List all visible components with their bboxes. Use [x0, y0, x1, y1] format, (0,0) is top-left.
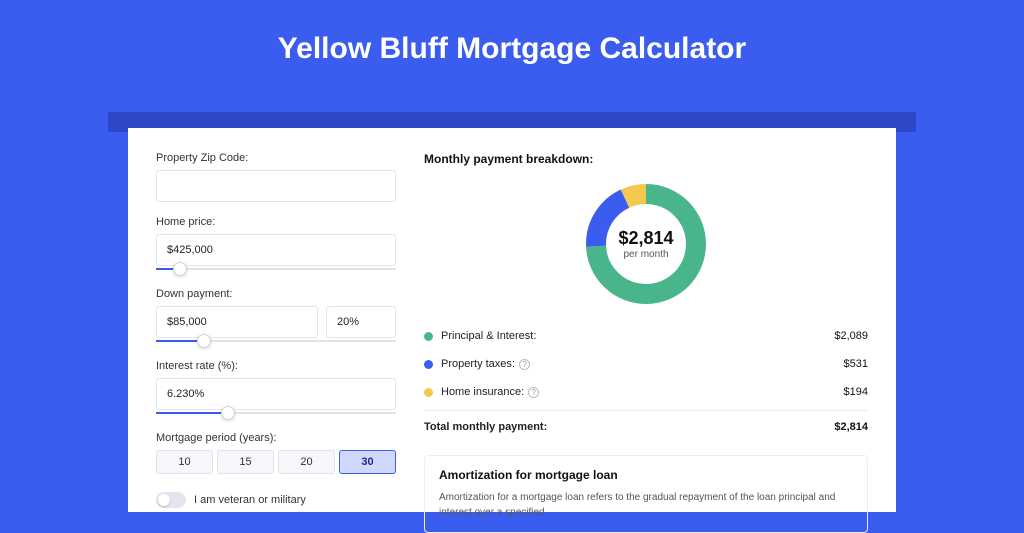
legend-dot-principal — [424, 332, 433, 341]
interest-input[interactable] — [156, 378, 396, 410]
down-payment-pct-input[interactable] — [326, 306, 396, 338]
legend-value-total: $2,814 — [834, 421, 868, 433]
legend-row-insurance: Home insurance: ? $194 — [424, 378, 868, 406]
veteran-label: I am veteran or military — [194, 494, 306, 506]
legend-row-taxes: Property taxes: ? $531 — [424, 350, 868, 378]
interest-slider[interactable] — [156, 408, 396, 418]
donut-center: $2,814 per month — [582, 180, 710, 308]
slider-thumb[interactable] — [221, 406, 235, 420]
legend-label-total: Total monthly payment: — [424, 421, 834, 433]
down-payment-input[interactable] — [156, 306, 318, 338]
zip-field-group: Property Zip Code: — [156, 152, 396, 202]
amortization-body: Amortization for a mortgage loan refers … — [439, 490, 853, 520]
period-field-group: Mortgage period (years): 10 15 20 30 — [156, 432, 396, 474]
legend-value-taxes: $531 — [844, 358, 868, 370]
down-payment-slider[interactable] — [156, 336, 396, 346]
breakdown-title: Monthly payment breakdown: — [424, 152, 868, 166]
form-column: Property Zip Code: Home price: Down paym… — [156, 152, 396, 512]
legend-row-principal: Principal & Interest: $2,089 — [424, 322, 868, 350]
slider-thumb[interactable] — [173, 262, 187, 276]
home-price-label: Home price: — [156, 216, 396, 228]
period-option-15[interactable]: 15 — [217, 450, 274, 474]
legend-row-total: Total monthly payment: $2,814 — [424, 410, 868, 441]
period-label: Mortgage period (years): — [156, 432, 396, 444]
home-price-field-group: Home price: — [156, 216, 396, 274]
donut-chart: $2,814 per month — [582, 180, 710, 308]
page-title: Yellow Bluff Mortgage Calculator — [0, 0, 1024, 86]
amortization-card: Amortization for mortgage loan Amortizat… — [424, 455, 868, 533]
info-icon[interactable]: ? — [528, 387, 539, 398]
down-payment-label: Down payment: — [156, 288, 396, 300]
donut-sublabel: per month — [623, 249, 668, 260]
home-price-slider[interactable] — [156, 264, 396, 274]
period-option-20[interactable]: 20 — [278, 450, 335, 474]
breakdown-column: Monthly payment breakdown: $2,814 per mo… — [424, 152, 868, 512]
zip-label: Property Zip Code: — [156, 152, 396, 164]
legend-label-insurance: Home insurance: ? — [441, 386, 844, 398]
period-options: 10 15 20 30 — [156, 450, 396, 474]
calculator-card: Property Zip Code: Home price: Down paym… — [128, 128, 896, 512]
veteran-toggle[interactable] — [156, 492, 186, 508]
legend-label-principal: Principal & Interest: — [441, 330, 834, 342]
zip-input[interactable] — [156, 170, 396, 202]
legend-value-principal: $2,089 — [834, 330, 868, 342]
interest-label: Interest rate (%): — [156, 360, 396, 372]
veteran-toggle-row: I am veteran or military — [156, 492, 396, 508]
legend-value-insurance: $194 — [844, 386, 868, 398]
down-payment-field-group: Down payment: — [156, 288, 396, 346]
home-price-input[interactable] — [156, 234, 396, 266]
legend-dot-taxes — [424, 360, 433, 369]
donut-amount: $2,814 — [618, 228, 673, 249]
interest-field-group: Interest rate (%): — [156, 360, 396, 418]
period-option-10[interactable]: 10 — [156, 450, 213, 474]
amortization-title: Amortization for mortgage loan — [439, 468, 853, 482]
legend-label-insurance-text: Home insurance: — [441, 386, 524, 398]
period-option-30[interactable]: 30 — [339, 450, 396, 474]
donut-chart-wrap: $2,814 per month — [424, 176, 868, 322]
legend-label-taxes: Property taxes: ? — [441, 358, 844, 370]
slider-fill — [156, 412, 228, 414]
info-icon[interactable]: ? — [519, 359, 530, 370]
slider-track — [156, 268, 396, 270]
legend-dot-insurance — [424, 388, 433, 397]
legend-label-taxes-text: Property taxes: — [441, 358, 515, 370]
slider-thumb[interactable] — [197, 334, 211, 348]
